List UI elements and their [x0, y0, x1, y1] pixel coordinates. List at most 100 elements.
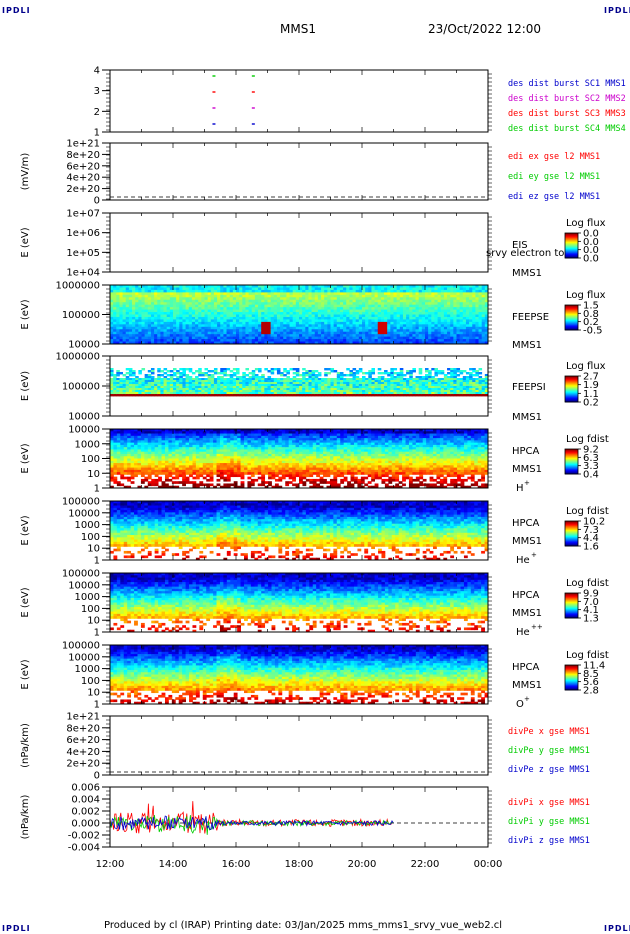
- colorbar-cell: [565, 455, 578, 457]
- colorbar-cell: [565, 527, 578, 529]
- y-tick-label: -0.004: [68, 843, 100, 854]
- colorbar-cell: [565, 600, 578, 602]
- y-tick-label: 100000: [62, 641, 100, 652]
- legend-entry: divPe x gse MMS1: [508, 727, 590, 737]
- y-tick-label: 1e+21: [66, 139, 100, 150]
- species-charge-label: +: [524, 479, 530, 487]
- y-tick-label: 0: [94, 771, 100, 782]
- colorbar-frame: [564, 520, 579, 547]
- colorbar-tick-label: 0.0: [583, 229, 599, 240]
- colorbar-cell: [565, 320, 578, 322]
- colorbar-cell: [565, 530, 578, 532]
- colorbar-cell: [565, 538, 578, 540]
- colorbar-cell: [565, 460, 578, 462]
- colorbar-cell: [565, 465, 578, 467]
- colorbar-cell: [565, 252, 578, 254]
- legend-entry: edi ey gse l2 MMS1: [508, 172, 600, 182]
- y-tick-label: 1: [94, 556, 100, 567]
- legend-entry: des dist burst SC1 MMS1: [508, 79, 626, 89]
- colorbar-cell: [565, 521, 578, 524]
- colorbar-cell: [565, 671, 578, 673]
- y-tick-label: 1: [94, 484, 100, 495]
- y-tick-label: 1e+04: [66, 268, 100, 279]
- colorbar-cell: [565, 253, 578, 256]
- colorbar-cell: [565, 535, 578, 537]
- colorbar-cell: [565, 470, 578, 472]
- colorbar-cell: [565, 593, 578, 596]
- colorbar-cell: [565, 536, 578, 539]
- colorbar-tick-label: 1.1: [583, 389, 599, 400]
- colorbar-cell: [565, 543, 578, 545]
- y-tick-label: 2e+20: [66, 184, 100, 195]
- colorbar-cell: [565, 250, 578, 252]
- colorbar-cell: [565, 526, 578, 528]
- colorbar-cell: [565, 395, 578, 397]
- colorbar-cell: [565, 237, 578, 239]
- colorbar-cell: [565, 383, 578, 386]
- colorbar-cell: [565, 323, 578, 325]
- colorbar-cell: [565, 397, 578, 400]
- colorbar-tick-label: 9.2: [583, 445, 599, 456]
- colorbar-cell: [565, 319, 578, 321]
- y-tick-label: 6e+20: [66, 735, 100, 746]
- colorbar-cell: [565, 309, 578, 311]
- y-axis-label: (nPa/km): [20, 723, 31, 768]
- colorbar-cell: [565, 685, 578, 687]
- y-tick-label: 1: [94, 628, 100, 639]
- colorbar-cell: [565, 239, 578, 241]
- colorbar-cell: [565, 534, 578, 536]
- colorbar-cell: [565, 244, 578, 246]
- colorbar-cell: [565, 670, 578, 672]
- y-tick-label: 6e+20: [66, 161, 100, 172]
- colorbar-cell: [565, 233, 578, 235]
- legend-entry: edi ez gse l2 MMS1: [508, 192, 600, 202]
- y-tick-label: 1: [94, 128, 100, 139]
- colorbar-cell: [565, 678, 578, 680]
- panel-spacecraft-label: MMS1: [512, 464, 542, 475]
- species-charge-label: ++: [531, 623, 543, 631]
- colorbar-cell: [565, 243, 578, 245]
- colorbar-cell: [565, 240, 578, 242]
- y-axis-label: (nPa/km): [20, 795, 31, 840]
- panel-spacecraft-label: MMS1: [512, 536, 542, 547]
- colorbar-cell: [565, 322, 578, 324]
- colorbar-frame: [564, 592, 579, 619]
- colorbar-tick-label: 8.5: [583, 669, 599, 680]
- colorbar-cell: [565, 612, 578, 614]
- colorbar-cell: [565, 308, 578, 310]
- colorbar-cell: [565, 378, 578, 380]
- colorbar-title: Log fdist: [566, 434, 609, 445]
- colorbar-tick-label: 10.2: [583, 517, 605, 528]
- y-tick-label: 2: [94, 107, 100, 118]
- colorbar-title: Log fdist: [566, 650, 609, 661]
- species-charge-label: +: [524, 695, 530, 703]
- colorbar-cell: [565, 376, 578, 379]
- colorbar-cell: [565, 452, 578, 454]
- colorbar-cell: [565, 688, 578, 690]
- y-tick-label: 100: [81, 676, 100, 687]
- colorbar-frame: [564, 664, 579, 691]
- colorbar-cell: [565, 675, 578, 677]
- colorbar-title: Log fdist: [566, 506, 609, 517]
- footer-credits: Produced by cl (IRAP) Printing date: 03/…: [104, 920, 503, 931]
- y-tick-label: 10000: [68, 652, 100, 663]
- y-tick-label: 100: [81, 454, 100, 465]
- colorbar-cell: [565, 376, 578, 378]
- x-tick-label: 22:00: [411, 859, 440, 870]
- series-divpi-x: [109, 801, 394, 834]
- spectrogram-hpca_o: [110, 645, 489, 705]
- colorbar-cell: [565, 615, 578, 617]
- colorbar-tick-label: 2.8: [583, 686, 599, 697]
- colorbar-cell: [565, 395, 578, 398]
- colorbar-cell: [565, 539, 578, 541]
- colorbar-cell: [565, 668, 578, 670]
- colorbar-cell: [565, 241, 578, 243]
- colorbar-cell: [565, 541, 578, 543]
- colorbar-cell: [565, 666, 578, 668]
- colorbar-cell: [565, 238, 578, 240]
- y-axis-label: E (eV): [20, 515, 31, 545]
- legend-entry: des dist burst SC4 MMS4: [508, 124, 626, 134]
- colorbar-cell: [565, 603, 578, 606]
- colorbar-tick-label: 1.3: [583, 614, 599, 625]
